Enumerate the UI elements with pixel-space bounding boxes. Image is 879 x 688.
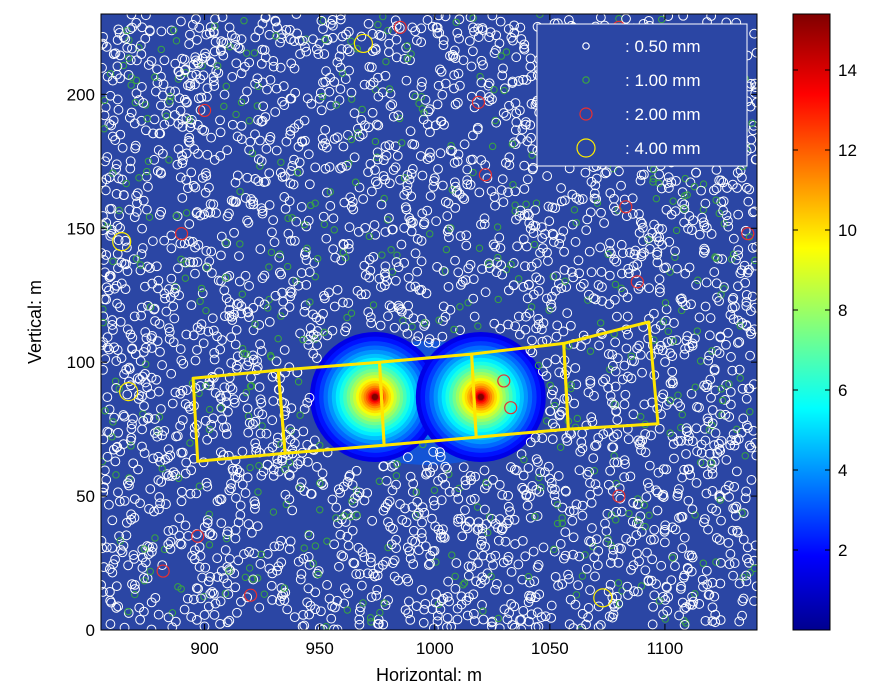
x-axis-label: Horizontal: m: [376, 665, 482, 685]
legend-label: : 4.00 mm: [625, 139, 701, 158]
y-tick-label: 0: [86, 621, 95, 640]
y-axis-label: Vertical: m: [25, 280, 45, 364]
legend-label: : 1.00 mm: [625, 71, 701, 90]
y-tick-label: 150: [67, 219, 95, 238]
y-tick-label: 50: [76, 487, 95, 506]
colorbar-tick-label: 4: [838, 461, 847, 480]
x-tick-label: 1100: [647, 639, 684, 658]
contour-level-2: [478, 394, 484, 400]
contour-level-1: [372, 394, 378, 400]
x-tick-label: 1050: [531, 639, 569, 658]
colorbar-tick-label: 12: [838, 141, 857, 160]
x-tick-label: 950: [305, 639, 333, 658]
y-tick-label: 200: [67, 85, 95, 104]
x-tick-label: 1000: [416, 639, 454, 658]
colorbar: 2 4 6 8 10 12 14: [793, 14, 857, 630]
colorbar-tick-label: 2: [838, 541, 847, 560]
colorbar-tick-label: 6: [838, 381, 847, 400]
colorbar-gradient: [793, 14, 830, 630]
colorbar-tick-label: 10: [838, 221, 857, 240]
y-tick-label: 100: [67, 353, 95, 372]
colorbar-tick-label: 8: [838, 301, 847, 320]
legend: : 0.50 mm : 1.00 mm : 2.00 mm : 4.00 mm: [537, 24, 747, 166]
colorbar-tick-label: 14: [838, 61, 857, 80]
x-tick-label: 900: [190, 639, 218, 658]
legend-label: : 2.00 mm: [625, 105, 701, 124]
legend-label: : 0.50 mm: [625, 37, 701, 56]
contour-layer: [310, 332, 546, 465]
